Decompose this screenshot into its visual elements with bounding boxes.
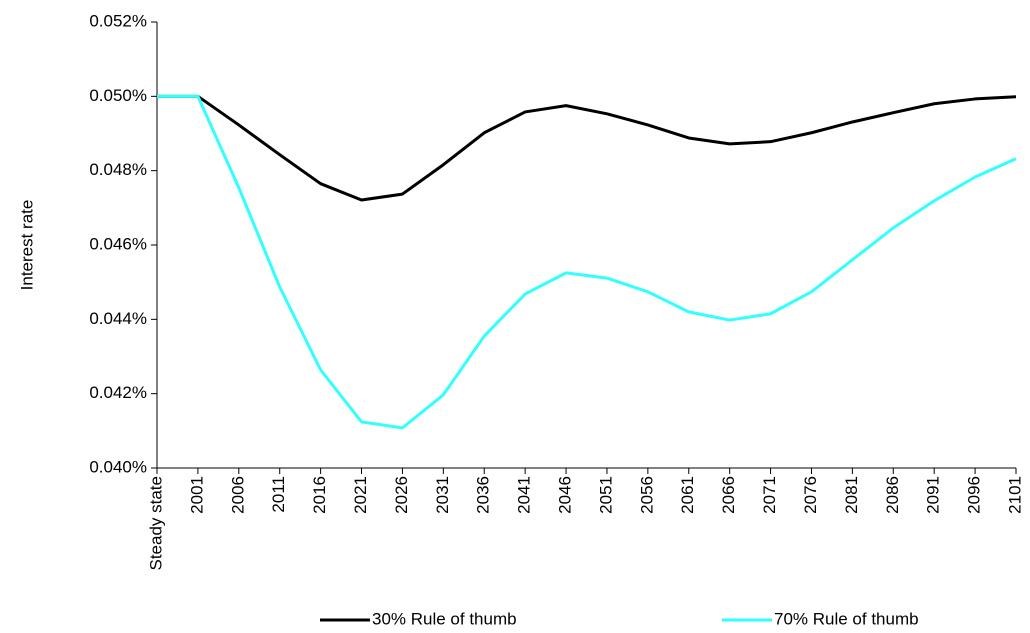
y-axis-label: Interest rate [17,200,36,291]
series-line [157,94,1017,202]
x-tick-label: 2006 [228,476,247,514]
y-tick-label: 0.042% [89,383,147,402]
x-tick-label: 2026 [392,476,411,514]
x-tick-label: 2011 [269,476,288,513]
x-tick-label: 2046 [556,476,575,514]
x-tick-label: 2096 [965,476,984,514]
y-tick-label: 0.050% [89,86,147,105]
y-tick-label: 0.044% [89,309,147,328]
x-tick-label: 2031 [433,476,452,514]
x-tick-label: 2076 [801,476,820,514]
y-tick-label: 0.052% [89,11,147,30]
x-tick-label: 2036 [474,476,493,514]
y-tick-label: 0.048% [89,160,147,179]
x-tick-label: 2001 [187,476,206,514]
x-tick-label: 2091 [924,476,943,514]
legend-label: 70% Rule of thumb [774,609,919,628]
y-tick-label: 0.046% [89,234,147,253]
x-tick-label: 2086 [883,476,902,514]
x-tick-label: 2051 [596,476,615,514]
y-tick-label: 0.040% [89,457,147,476]
x-tick-label: 2066 [719,476,738,514]
legend-label: 30% Rule of thumb [372,609,517,628]
x-tick-label: 2056 [637,476,656,514]
x-tick-label: 2081 [842,476,861,514]
x-tick-label: 2016 [310,476,329,514]
series-line [157,94,1017,430]
x-tick-label: 2101 [1005,476,1024,514]
x-tick-label: 2041 [515,476,534,514]
x-tick-label: 2071 [760,476,779,514]
x-tick-label: Steady state [146,476,165,571]
x-tick-label: 2021 [351,476,370,514]
x-tick-label: 2061 [678,476,697,514]
